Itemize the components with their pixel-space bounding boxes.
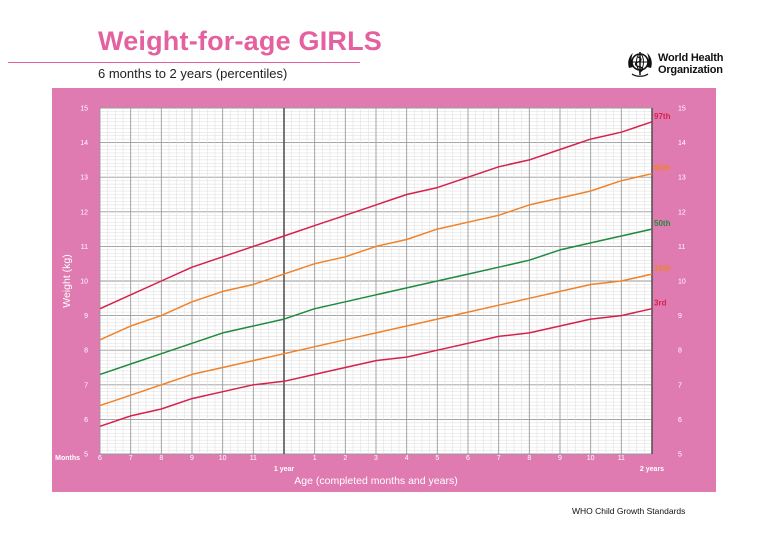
footer-credit: WHO Child Growth Standards [572,506,686,516]
y-tick-label-right: 15 [678,106,686,113]
y-tick-label-left: 8 [84,348,88,355]
y-tick-label-right: 8 [678,348,682,355]
x-tick-label: 7 [129,455,133,462]
x-tick-label: 4 [405,455,409,462]
y-tick-label-right: 7 [678,382,682,389]
x-tick-label: 6 [466,455,470,462]
who-name-line2: Organization [658,64,723,76]
who-name-line1: World Health [658,52,724,64]
y-tick-label-left: 10 [80,279,88,286]
x-tick-label: 8 [159,455,163,462]
x-tick-label: 1 [313,455,317,462]
y-tick-label-right: 5 [678,452,682,459]
x-tick-label: 3 [374,455,378,462]
series-line-3rd [99,307,653,428]
x-tick-label: 10 [219,455,227,462]
who-emblem-icon [628,52,652,77]
y-tick-label-left: 6 [84,417,88,424]
x-tick-label: 11 [618,455,625,462]
x-tick-label: 7 [497,455,501,462]
x-tick-label: 2 years [640,466,664,473]
y-axis-label: Weight (kg) [61,254,73,308]
x-tick-label: 8 [527,455,531,462]
x-tick-label: 11 [250,455,257,462]
x-start-label: Months [55,455,80,462]
x-tick-label: 9 [558,455,562,462]
series-line-50th [99,228,653,376]
y-tick-label-left: 12 [80,209,88,216]
y-tick-label-right: 14 [678,140,686,147]
grid-lines [99,107,653,455]
y-tick-label-right: 13 [678,175,686,182]
who-name: World Health Organization [658,52,723,76]
y-tick-label-left: 11 [81,244,88,251]
y-tick-label-right: 12 [678,209,686,216]
chart-subtitle: 6 months to 2 years (percentiles) [98,66,288,81]
chart-panel: 5 5 6 6 7 7 8 8 9 9 10 10 11 11 12 12 13 13 14 14 15 15 6 7 8 9 10… [52,88,716,492]
series-line-97th [99,121,653,310]
y-tick-label-left: 9 [84,313,88,320]
x-tick-label: 6 [98,455,102,462]
y-tick-label-left: 5 [84,452,88,459]
x-tick-label: 10 [587,455,595,462]
series-label-3rd: 3rd [654,299,667,308]
series-line-15th [99,273,653,407]
series-label-85th: 85th [654,164,671,173]
x-tick-label: 2 [343,455,347,462]
y-tick-label-left: 15 [80,106,88,113]
x-axis-label: Age (completed months and years) [294,475,457,487]
series-label-97th: 97th [654,112,671,121]
x-tick-label: 9 [190,455,194,462]
series-label-15th: 15th [654,264,671,273]
y-tick-label-right: 9 [678,313,682,320]
x-tick-label: 5 [435,455,439,462]
y-tick-label-left: 13 [80,175,88,182]
y-tick-label-right: 11 [678,244,685,251]
y-tick-label-right: 6 [678,417,682,424]
chart-title: Weight-for-age GIRLS [98,26,382,56]
y-tick-label-left: 14 [80,140,88,147]
x-tick-label: 1 year [274,466,295,473]
series-label-50th: 50th [654,219,671,228]
title-rule [8,62,360,63]
y-tick-label-left: 7 [84,382,88,389]
series-line-85th [99,172,653,341]
y-tick-label-right: 10 [678,279,686,286]
